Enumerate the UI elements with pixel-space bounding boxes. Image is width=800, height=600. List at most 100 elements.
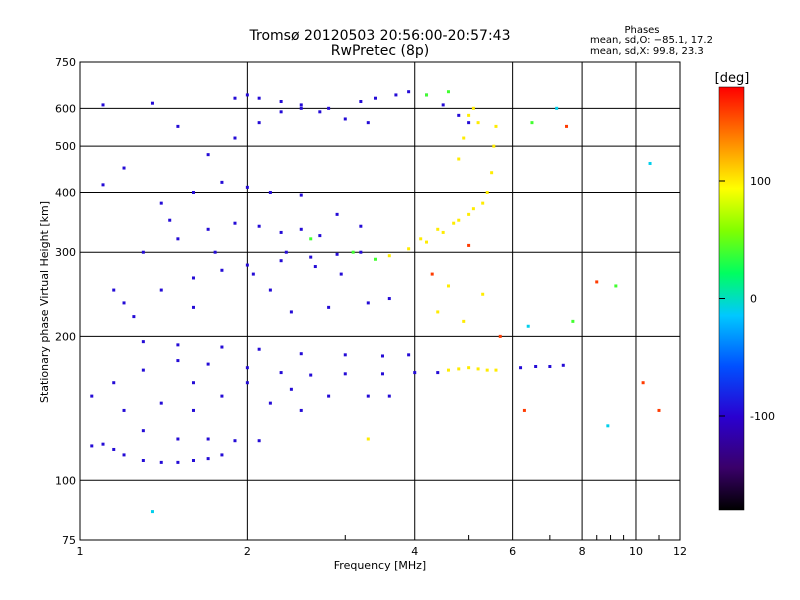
data-point bbox=[467, 121, 471, 125]
data-point bbox=[327, 106, 331, 110]
x-tick-label: 1 bbox=[77, 545, 84, 558]
data-point bbox=[373, 257, 377, 261]
data-point bbox=[299, 103, 303, 107]
x-axis-label: Frequency [MHz] bbox=[334, 559, 426, 572]
plot-frame bbox=[79, 61, 681, 541]
data-point bbox=[351, 250, 355, 254]
data-point bbox=[446, 90, 450, 94]
y-tick-label: 750 bbox=[55, 56, 76, 69]
data-point bbox=[335, 252, 339, 256]
data-point bbox=[206, 457, 210, 461]
data-point bbox=[90, 444, 94, 448]
data-point bbox=[257, 96, 261, 100]
data-point bbox=[112, 381, 116, 385]
data-point bbox=[233, 136, 237, 140]
data-point bbox=[101, 103, 105, 107]
data-point bbox=[387, 297, 391, 301]
data-point bbox=[284, 250, 288, 254]
data-point bbox=[279, 110, 283, 114]
data-point bbox=[176, 460, 180, 464]
x-tick-label: 2 bbox=[244, 545, 251, 558]
data-point bbox=[251, 272, 255, 276]
data-point bbox=[279, 371, 283, 375]
data-point bbox=[233, 96, 237, 100]
data-point bbox=[112, 447, 116, 451]
y-tick-label: 600 bbox=[55, 102, 76, 115]
data-point bbox=[441, 103, 445, 107]
data-points bbox=[90, 90, 661, 514]
y-tick-label: 75 bbox=[62, 534, 76, 547]
data-point bbox=[220, 180, 224, 184]
data-point bbox=[452, 221, 456, 225]
data-point bbox=[436, 371, 440, 375]
data-point bbox=[565, 124, 569, 128]
data-point bbox=[492, 144, 496, 148]
data-point bbox=[268, 401, 272, 405]
data-point bbox=[548, 364, 552, 368]
data-point bbox=[176, 359, 180, 363]
data-point bbox=[279, 230, 283, 234]
data-point bbox=[462, 319, 466, 323]
data-point bbox=[318, 234, 322, 238]
data-point bbox=[481, 292, 485, 296]
colorbar-tick-label: -100 bbox=[750, 410, 775, 423]
data-point bbox=[150, 510, 154, 514]
data-point bbox=[141, 458, 145, 462]
data-point bbox=[150, 101, 154, 105]
data-point bbox=[245, 93, 249, 97]
chart-title: Tromsø 20120503 20:56:00-20:57:43 bbox=[249, 28, 511, 44]
data-point bbox=[595, 280, 599, 284]
data-point bbox=[206, 437, 210, 441]
data-point bbox=[419, 237, 423, 241]
data-point bbox=[366, 437, 370, 441]
data-point bbox=[526, 324, 530, 328]
x-tick-label: 10 bbox=[629, 545, 643, 558]
data-point bbox=[122, 301, 126, 305]
x-tick-labels: 1 2 4 6 8 10 12 bbox=[77, 545, 688, 558]
data-point bbox=[245, 381, 249, 385]
data-point bbox=[220, 453, 224, 457]
x-tick-label: 6 bbox=[509, 545, 516, 558]
data-point bbox=[485, 368, 489, 372]
data-point bbox=[233, 221, 237, 225]
data-point bbox=[159, 201, 163, 205]
data-point bbox=[279, 100, 283, 104]
data-point bbox=[191, 458, 195, 462]
data-point bbox=[407, 353, 411, 357]
data-point bbox=[471, 106, 475, 110]
data-point bbox=[299, 352, 303, 356]
data-point bbox=[257, 439, 261, 443]
data-point bbox=[425, 240, 429, 244]
data-point bbox=[490, 171, 494, 175]
data-point bbox=[571, 319, 575, 323]
data-point bbox=[498, 334, 502, 338]
y-tick-label: 400 bbox=[55, 186, 76, 199]
data-point bbox=[425, 93, 429, 97]
data-point bbox=[380, 372, 384, 376]
data-point bbox=[191, 190, 195, 194]
y-tick-label: 200 bbox=[55, 330, 76, 343]
data-point bbox=[407, 247, 411, 251]
data-point bbox=[366, 301, 370, 305]
data-point bbox=[373, 96, 377, 100]
y-tick-label: 500 bbox=[55, 140, 76, 153]
data-point bbox=[213, 250, 217, 254]
data-point bbox=[359, 100, 363, 104]
grid-lines bbox=[79, 61, 681, 541]
data-point bbox=[141, 250, 145, 254]
data-point bbox=[122, 166, 126, 170]
data-point bbox=[457, 218, 461, 222]
data-point bbox=[561, 363, 565, 367]
phases-line-x: mean, sd,X: 99.8, 23.3 bbox=[590, 46, 704, 57]
data-point bbox=[191, 408, 195, 412]
data-point bbox=[534, 364, 538, 368]
data-point bbox=[467, 212, 471, 216]
chart-subtitle: RwPretec (8p) bbox=[331, 43, 429, 59]
data-point bbox=[430, 272, 434, 276]
data-point bbox=[257, 224, 261, 228]
data-point bbox=[176, 437, 180, 441]
data-point bbox=[485, 190, 489, 194]
data-point bbox=[318, 110, 322, 114]
data-point bbox=[335, 212, 339, 216]
